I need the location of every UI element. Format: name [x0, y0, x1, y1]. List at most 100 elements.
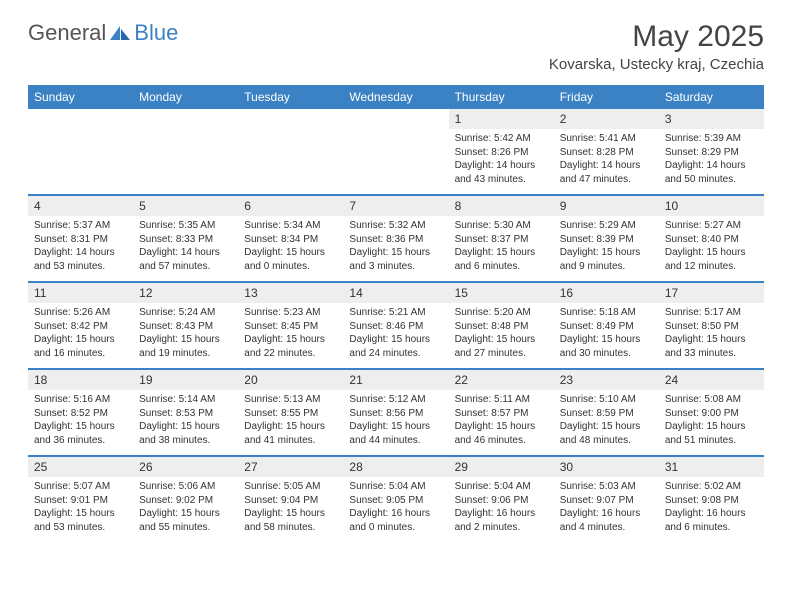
sunrise-value: 5:17 AM [704, 307, 741, 318]
sunrise-value: 5:04 AM [494, 481, 531, 492]
sunrise-value: 5:27 AM [704, 220, 741, 231]
sunrise-value: 5:13 AM [284, 394, 321, 405]
sunrise-label: Sunrise: [139, 307, 178, 318]
day-detail-cell: Sunrise: 5:04 AMSunset: 9:06 PMDaylight:… [449, 477, 554, 542]
daylight-label: Daylight: [34, 247, 76, 258]
day-detail-cell: Sunrise: 5:10 AMSunset: 8:59 PMDaylight:… [554, 390, 659, 456]
day-header: Wednesday [343, 85, 448, 109]
sunrise-label: Sunrise: [665, 394, 704, 405]
sunset-value: 8:29 PM [702, 147, 739, 158]
day-detail-cell: Sunrise: 5:11 AMSunset: 8:57 PMDaylight:… [449, 390, 554, 456]
location-text: Kovarska, Ustecky kraj, Czechia [549, 56, 764, 73]
day-detail-cell: Sunrise: 5:02 AMSunset: 9:08 PMDaylight:… [659, 477, 764, 542]
sunset-value: 8:43 PM [176, 321, 213, 332]
daylight-label: Daylight: [560, 160, 602, 171]
day-detail-cell [238, 129, 343, 195]
day-number-cell: 4 [28, 195, 133, 216]
sunrise-label: Sunrise: [665, 481, 704, 492]
daylight-label: Daylight: [349, 334, 391, 345]
day-detail-row: Sunrise: 5:16 AMSunset: 8:52 PMDaylight:… [28, 390, 764, 456]
day-number-cell [238, 109, 343, 129]
sunrise-label: Sunrise: [34, 220, 73, 231]
daylight-label: Daylight: [560, 247, 602, 258]
daylight-label: Daylight: [665, 334, 707, 345]
daylight-label: Daylight: [665, 421, 707, 432]
day-detail-cell: Sunrise: 5:12 AMSunset: 8:56 PMDaylight:… [343, 390, 448, 456]
sunrise-label: Sunrise: [665, 307, 704, 318]
day-detail-cell: Sunrise: 5:14 AMSunset: 8:53 PMDaylight:… [133, 390, 238, 456]
sunset-label: Sunset: [560, 147, 597, 158]
day-detail-cell: Sunrise: 5:06 AMSunset: 9:02 PMDaylight:… [133, 477, 238, 542]
sunset-value: 9:00 PM [702, 408, 739, 419]
day-number-cell: 3 [659, 109, 764, 129]
sunrise-label: Sunrise: [455, 307, 494, 318]
sunset-label: Sunset: [244, 495, 281, 506]
day-number-cell: 19 [133, 369, 238, 390]
sunset-value: 9:05 PM [386, 495, 423, 506]
day-number-cell: 17 [659, 282, 764, 303]
sunset-value: 9:02 PM [176, 495, 213, 506]
sunrise-value: 5:07 AM [73, 481, 110, 492]
daylight-label: Daylight: [349, 421, 391, 432]
month-title: May 2025 [549, 20, 764, 54]
sunrise-label: Sunrise: [455, 394, 494, 405]
day-detail-cell: Sunrise: 5:32 AMSunset: 8:36 PMDaylight:… [343, 216, 448, 282]
sunset-label: Sunset: [560, 234, 597, 245]
sunrise-value: 5:12 AM [389, 394, 426, 405]
logo-text-blue: Blue [134, 20, 178, 46]
sunset-value: 8:42 PM [71, 321, 108, 332]
day-detail-cell: Sunrise: 5:27 AMSunset: 8:40 PMDaylight:… [659, 216, 764, 282]
day-number-cell: 23 [554, 369, 659, 390]
day-detail-cell: Sunrise: 5:29 AMSunset: 8:39 PMDaylight:… [554, 216, 659, 282]
sunrise-label: Sunrise: [244, 307, 283, 318]
day-header: Tuesday [238, 85, 343, 109]
sunset-value: 9:04 PM [281, 495, 318, 506]
day-detail-cell [28, 129, 133, 195]
day-detail-cell [343, 129, 448, 195]
sunrise-label: Sunrise: [244, 394, 283, 405]
daylight-label: Daylight: [244, 508, 286, 519]
sunset-label: Sunset: [665, 408, 702, 419]
sunrise-value: 5:21 AM [389, 307, 426, 318]
sunset-label: Sunset: [665, 321, 702, 332]
day-number-cell: 29 [449, 456, 554, 477]
day-detail-cell [133, 129, 238, 195]
day-detail-cell: Sunrise: 5:05 AMSunset: 9:04 PMDaylight:… [238, 477, 343, 542]
sunset-value: 8:26 PM [491, 147, 528, 158]
sunset-label: Sunset: [139, 321, 176, 332]
day-number-cell: 13 [238, 282, 343, 303]
daylight-label: Daylight: [34, 421, 76, 432]
sunset-label: Sunset: [560, 321, 597, 332]
day-number-cell: 28 [343, 456, 448, 477]
daylight-label: Daylight: [665, 508, 707, 519]
daylight-label: Daylight: [34, 508, 76, 519]
sunset-value: 8:49 PM [596, 321, 633, 332]
day-number-cell: 5 [133, 195, 238, 216]
sunset-label: Sunset: [349, 408, 386, 419]
day-number-cell [343, 109, 448, 129]
sunrise-label: Sunrise: [560, 481, 599, 492]
sunset-label: Sunset: [665, 234, 702, 245]
logo: General Blue [28, 20, 178, 46]
sunrise-value: 5:20 AM [494, 307, 531, 318]
sunset-value: 9:06 PM [491, 495, 528, 506]
sunrise-value: 5:42 AM [494, 133, 531, 144]
sunset-label: Sunset: [349, 234, 386, 245]
sunset-value: 8:33 PM [176, 234, 213, 245]
sunrise-label: Sunrise: [560, 394, 599, 405]
sunrise-label: Sunrise: [665, 220, 704, 231]
sunset-label: Sunset: [244, 408, 281, 419]
sunset-value: 8:59 PM [596, 408, 633, 419]
daylight-label: Daylight: [349, 247, 391, 258]
sunset-value: 8:46 PM [386, 321, 423, 332]
daylight-label: Daylight: [244, 421, 286, 432]
day-number-cell: 24 [659, 369, 764, 390]
day-header: Friday [554, 85, 659, 109]
day-number-cell: 27 [238, 456, 343, 477]
day-number-row: 123 [28, 109, 764, 129]
day-detail-cell: Sunrise: 5:39 AMSunset: 8:29 PMDaylight:… [659, 129, 764, 195]
sunset-label: Sunset: [455, 147, 492, 158]
sunrise-value: 5:03 AM [599, 481, 636, 492]
sunset-value: 8:57 PM [491, 408, 528, 419]
day-number-cell: 21 [343, 369, 448, 390]
